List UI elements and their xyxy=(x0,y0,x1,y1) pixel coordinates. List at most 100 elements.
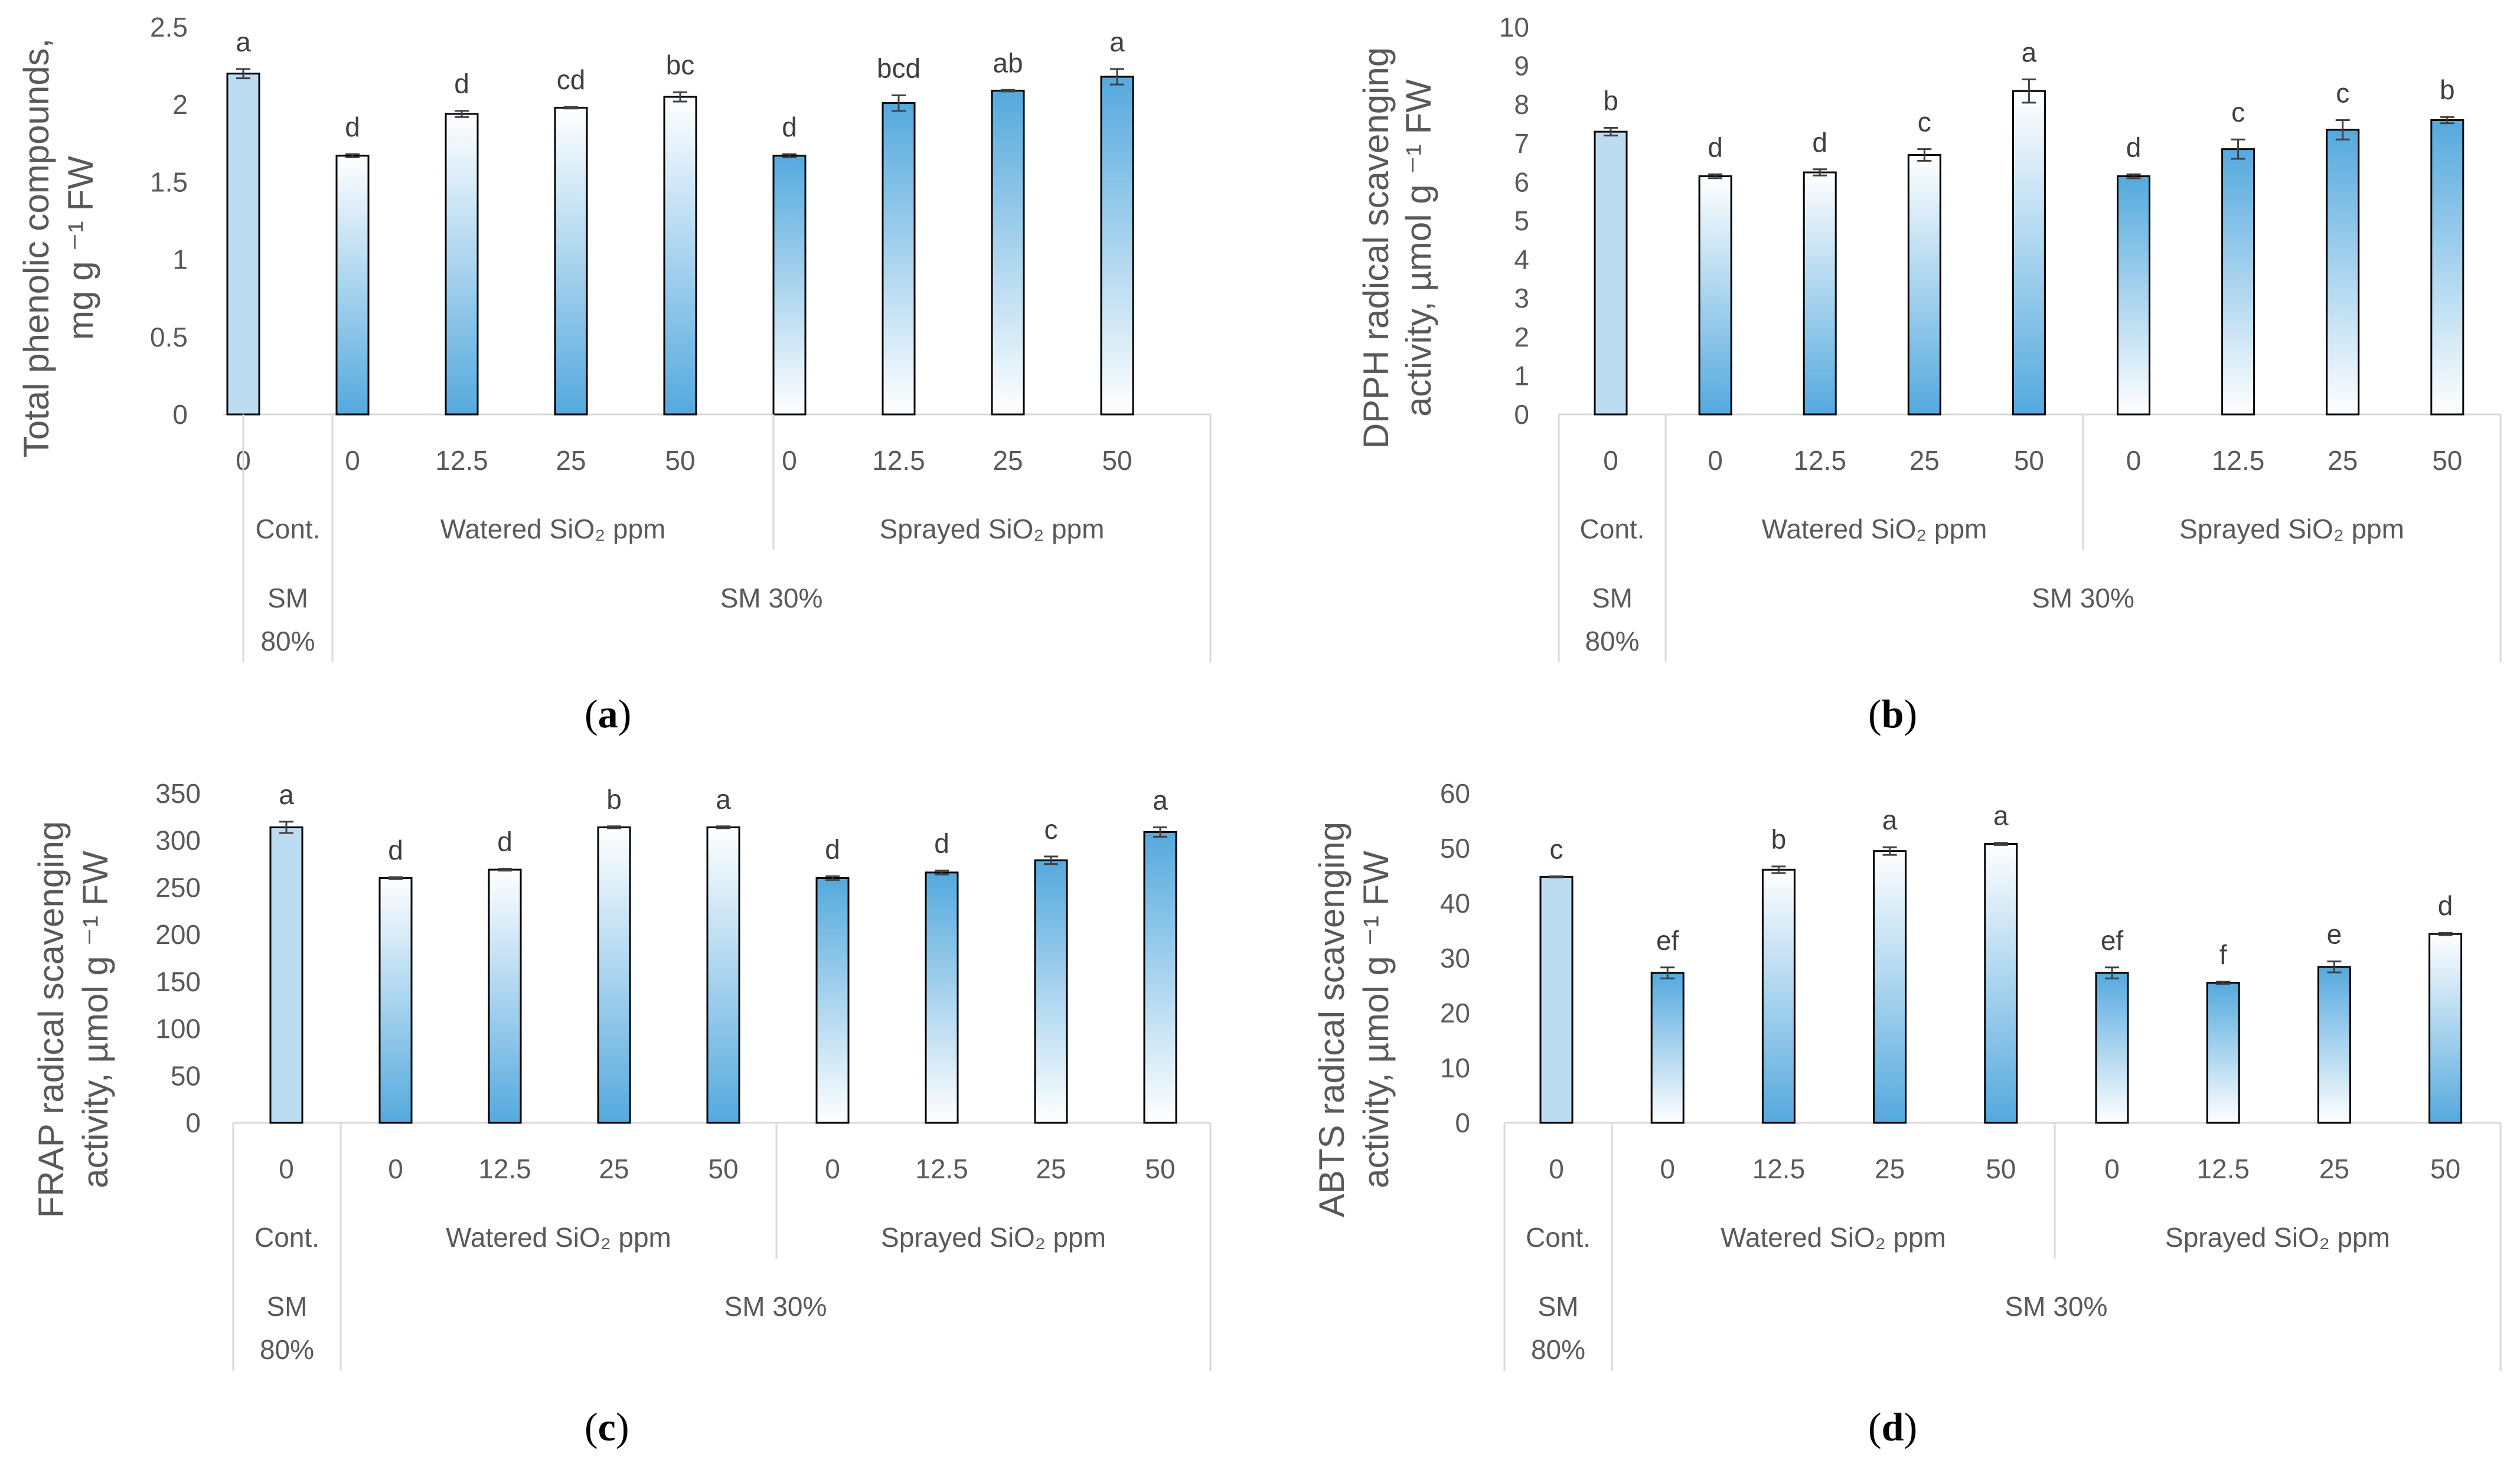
y-tick-label: 0 xyxy=(172,399,188,430)
x-category-label: 0 xyxy=(2126,445,2142,476)
significance-letter: bc xyxy=(666,50,695,80)
error-bar xyxy=(825,875,840,881)
significance-letter: f xyxy=(2219,939,2227,970)
y-tick-label: 1.5 xyxy=(150,166,188,197)
y-tick-label: 3 xyxy=(1514,283,1529,313)
y-axis-label: mg g ⁻¹ FW xyxy=(61,156,100,340)
bar xyxy=(597,826,631,1124)
bar xyxy=(554,106,588,416)
significance-letter: d xyxy=(1708,132,1723,162)
x-category-label: 50 xyxy=(1986,1154,2016,1184)
group-label-sprayed: Sprayed SiO₂ ppm xyxy=(2179,514,2404,544)
bar xyxy=(2221,148,2255,416)
chart-d-svg: 0 10 20 30 40 50 60 ABTS radical scavenging acti… xyxy=(1312,778,2502,1371)
x-category-label: 0 xyxy=(388,1154,403,1184)
y-tick-label: 5 xyxy=(1514,205,1529,236)
error-bar xyxy=(1604,127,1618,137)
significance-letter: b xyxy=(606,784,622,815)
y-tick-label: 350 xyxy=(155,778,201,809)
x-category-label: 0 xyxy=(1660,1154,1675,1184)
x-category-label: 25 xyxy=(556,445,586,476)
x-category-label: 12.5 xyxy=(1752,1154,1806,1184)
x-category-label: 12.5 xyxy=(478,1154,531,1184)
y-axis-label: DPPH radical scavenging xyxy=(1356,47,1396,449)
bar xyxy=(1803,171,1837,416)
bar xyxy=(335,155,370,416)
supergroup-label-sm80: 80% xyxy=(1531,1334,1585,1365)
error-bar xyxy=(1660,966,1675,979)
error-bar xyxy=(498,868,512,872)
significance-letter: c xyxy=(2231,97,2245,128)
bar xyxy=(1761,868,1796,1124)
error-bar xyxy=(673,91,687,103)
x-category-label: 50 xyxy=(2014,445,2044,476)
error-bar xyxy=(2335,119,2350,141)
significance-letter: d xyxy=(345,112,360,142)
panel-caption-a: (a) xyxy=(585,691,632,736)
significance-letter: b xyxy=(1603,86,1618,116)
group-label-sprayed: Sprayed SiO₂ ppm xyxy=(2165,1222,2390,1253)
y-tick-label: 2 xyxy=(1514,322,1529,352)
y-tick-label: 2.5 xyxy=(150,12,188,43)
y-tick-label: 9 xyxy=(1514,51,1529,81)
y-tick-label: 50 xyxy=(171,1060,201,1091)
bar xyxy=(2206,982,2240,1124)
error-bar xyxy=(2126,173,2141,179)
significance-letter: c xyxy=(1044,814,1058,845)
supergroup-label-sm80: 80% xyxy=(1585,626,1639,656)
y-tick-label: 150 xyxy=(155,966,201,997)
significance-letter: c xyxy=(1550,834,1563,864)
bar xyxy=(1100,76,1134,416)
bar xyxy=(1594,130,1628,416)
chart-panel-d: 0 10 20 30 40 50 60 ABTS radical scavenging acti… xyxy=(1260,723,2520,1449)
significance-letter: ef xyxy=(1656,925,1679,956)
y-tick-label: 2 xyxy=(172,89,188,120)
significance-letter: d xyxy=(2126,132,2142,162)
panel-caption-letter: d xyxy=(1881,1404,1904,1449)
significance-letter: a xyxy=(236,27,251,57)
error-bar xyxy=(455,110,469,118)
error-bar xyxy=(1001,89,1015,93)
bar xyxy=(772,155,807,416)
panel-caption-d: (d) xyxy=(1868,1404,1918,1449)
error-bar xyxy=(2216,981,2231,985)
error-bar xyxy=(2440,116,2454,125)
x-category-label: 25 xyxy=(1036,1154,1066,1184)
error-bar xyxy=(1771,865,1786,874)
y-tick-label: 20 xyxy=(1440,998,1470,1028)
supergroup-label-sm80: 80% xyxy=(260,626,315,656)
error-bar xyxy=(1882,846,1897,856)
bar xyxy=(2326,129,2360,416)
bar xyxy=(991,90,1025,416)
x-category-label: 12.5 xyxy=(2196,1154,2250,1184)
bar xyxy=(882,102,916,416)
significance-letter: a xyxy=(279,779,294,810)
bar xyxy=(226,73,260,416)
error-bar xyxy=(2022,79,2036,104)
bar xyxy=(445,113,479,416)
group-label-control: Cont. xyxy=(1580,514,1645,544)
x-category-label: 50 xyxy=(665,445,695,476)
error-bar xyxy=(1993,842,2008,846)
bar xyxy=(815,877,850,1124)
bar xyxy=(663,96,697,416)
chart-b-svg: 0 1 2 3 4 5 6 7 8 9 10 DPPH radical scavenging activ… xyxy=(1356,12,2502,662)
group-label-control: Cont. xyxy=(254,1222,319,1253)
y-tick-label: 0 xyxy=(1514,399,1529,430)
bar xyxy=(1034,859,1068,1124)
significance-letter: a xyxy=(1153,785,1168,815)
y-tick-label: 6 xyxy=(1514,166,1529,197)
supergroup-label-sm80: SM xyxy=(1538,1291,1579,1322)
bar xyxy=(1650,972,1685,1124)
y-tick-label: 10 xyxy=(1499,12,1529,43)
y-tick-label: 300 xyxy=(155,825,201,856)
group-label-watered: Watered SiO₂ ppm xyxy=(1762,514,1987,544)
significance-letter: bcd xyxy=(877,53,920,83)
significance-letter: cd xyxy=(557,64,586,95)
x-category-label: 12.5 xyxy=(2212,445,2265,476)
supergroup-label-sm30: SM 30% xyxy=(720,583,823,613)
y-axis-label: activity, µmol g ⁻¹ FW xyxy=(1356,851,1396,1188)
bar xyxy=(925,871,959,1124)
bar xyxy=(1907,153,1941,416)
bar xyxy=(2317,966,2351,1124)
